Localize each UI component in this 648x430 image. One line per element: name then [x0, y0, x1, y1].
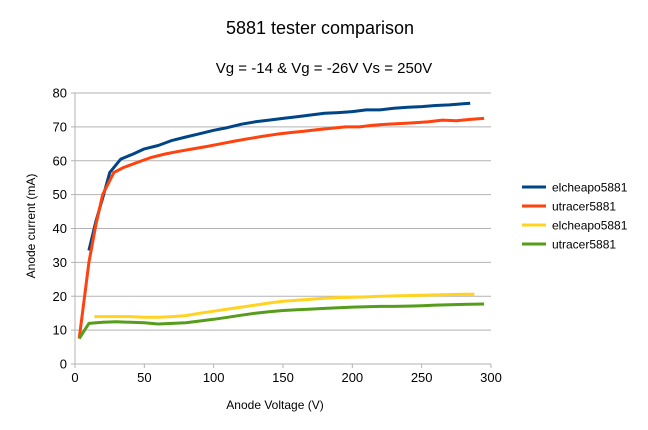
- x-axis-label: Anode Voltage (V): [226, 398, 323, 412]
- y-tick-label: 60: [53, 153, 67, 168]
- chart-subtitle: Vg = -14 & Vg = -26V Vs = 250V: [216, 60, 432, 77]
- series-line-2: [77, 116, 485, 339]
- grid: [71, 92, 492, 368]
- legend: elcheapo5881 utracer5881 elcheapo5881 utrac…: [522, 181, 628, 252]
- y-axis-label: Anode current (mA): [24, 174, 38, 279]
- y-tick-label: 30: [53, 255, 67, 270]
- series-lines: [77, 101, 485, 340]
- legend-label-4: utracer5881: [552, 238, 616, 252]
- legend-label-2: utracer5881: [552, 200, 616, 214]
- y-tick-label: 70: [53, 119, 67, 134]
- y-tick-label: 10: [53, 323, 67, 338]
- y-tick-label: 20: [53, 289, 67, 304]
- x-tick-label: 300: [480, 370, 502, 385]
- tick-labels: 0 10 20 30 40 50 60 70 80 0 50 100 150 200 250 300: [53, 86, 502, 386]
- legend-label-3: elcheapo5881: [552, 219, 628, 233]
- chart-title: 5881 tester comparison: [226, 18, 414, 38]
- x-tick-label: 250: [411, 370, 433, 385]
- x-tick-label: 0: [71, 370, 78, 385]
- y-tick-label: 80: [53, 86, 67, 101]
- legend-label-1: elcheapo5881: [552, 181, 628, 195]
- series-line-1: [87, 101, 471, 251]
- y-tick-label: 0: [60, 357, 67, 372]
- series-line-4: [77, 302, 485, 340]
- y-tick-label: 40: [53, 221, 67, 236]
- x-tick-label: 50: [137, 370, 151, 385]
- x-tick-label: 100: [203, 370, 225, 385]
- y-tick-label: 50: [53, 187, 67, 202]
- x-tick-label: 200: [341, 370, 363, 385]
- x-tick-label: 150: [272, 370, 294, 385]
- series-line-3: [94, 292, 475, 319]
